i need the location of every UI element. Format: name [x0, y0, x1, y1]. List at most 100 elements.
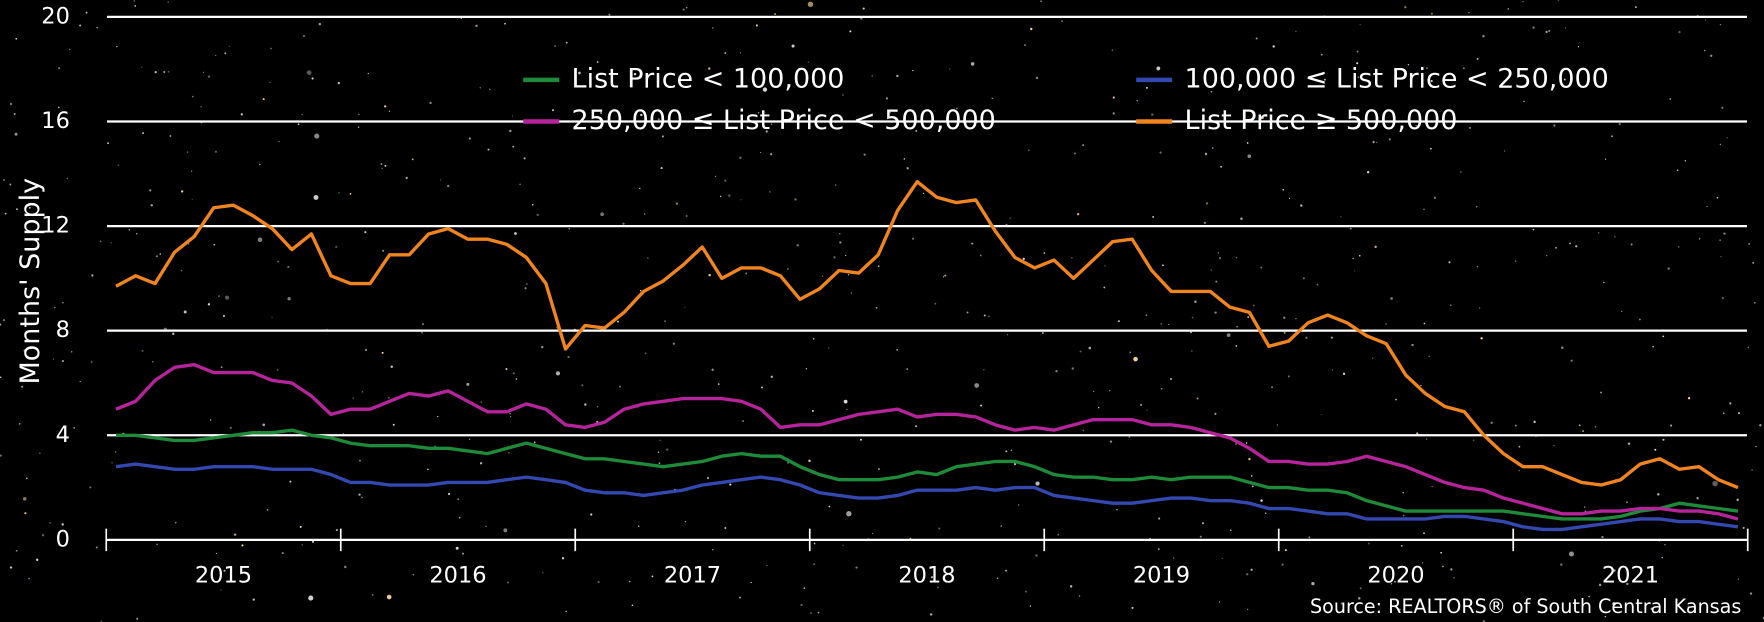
star: [822, 276, 823, 277]
star: [1295, 318, 1296, 319]
star: [218, 295, 220, 297]
star: [440, 179, 441, 180]
star: [1546, 255, 1547, 256]
star: [1057, 534, 1059, 536]
star: [1113, 97, 1115, 99]
star: [774, 13, 776, 15]
star: [462, 553, 464, 555]
star: [1061, 20, 1062, 21]
star: [26, 477, 28, 479]
star: [96, 27, 97, 28]
star: [842, 94, 843, 95]
star: [739, 597, 741, 599]
star: [915, 425, 917, 427]
star: [91, 274, 93, 276]
star: [806, 368, 807, 369]
star: [567, 356, 569, 358]
star: [912, 70, 913, 71]
star: [221, 366, 223, 368]
star: [287, 297, 290, 300]
star: [1738, 578, 1739, 579]
star: [971, 62, 975, 66]
star: [878, 468, 880, 470]
star: [508, 452, 510, 454]
star: [1260, 499, 1262, 501]
star: [1285, 549, 1287, 551]
star: [62, 360, 64, 362]
star: [652, 575, 654, 577]
star: [1303, 277, 1305, 279]
star: [1288, 375, 1290, 377]
star: [1129, 351, 1131, 353]
star: [1300, 204, 1302, 206]
star: [461, 18, 462, 19]
star: [1219, 601, 1220, 602]
star: [1162, 264, 1164, 266]
star: [1218, 252, 1219, 253]
star: [159, 253, 161, 255]
star: [136, 618, 138, 620]
star: [562, 557, 564, 559]
star: [71, 351, 72, 352]
star: [997, 578, 998, 579]
star: [387, 595, 392, 600]
star: [229, 46, 230, 47]
star: [1420, 385, 1422, 387]
star: [1595, 426, 1597, 428]
star: [156, 255, 158, 257]
star: [860, 439, 862, 441]
star: [1152, 216, 1154, 218]
star: [1704, 50, 1706, 52]
star: [15, 133, 18, 136]
star: [384, 165, 386, 167]
star: [1272, 45, 1274, 47]
star: [129, 229, 131, 231]
star: [253, 598, 255, 600]
star: [382, 168, 383, 169]
star: [1250, 569, 1252, 571]
star: [319, 23, 321, 25]
star: [750, 582, 751, 583]
star: [1000, 525, 1002, 527]
star: [1104, 265, 1105, 266]
star: [163, 71, 165, 73]
star: [1480, 337, 1482, 339]
star: [504, 23, 506, 25]
star: [1110, 441, 1112, 443]
star: [1450, 304, 1452, 306]
star: [1305, 337, 1307, 339]
star: [512, 146, 514, 148]
star: [684, 307, 685, 308]
star: [1265, 512, 1267, 514]
source-note: Source: REALTORS® of South Central Kansa…: [1310, 595, 1741, 618]
star: [1504, 150, 1505, 151]
star: [1453, 577, 1454, 578]
star: [1614, 236, 1615, 237]
star: [1011, 450, 1012, 451]
star: [814, 543, 816, 545]
star: [262, 423, 265, 426]
star: [287, 266, 289, 268]
star: [481, 402, 482, 403]
star: [301, 114, 302, 115]
star: [1205, 153, 1207, 155]
star: [980, 255, 982, 257]
star: [519, 184, 520, 185]
star: [391, 366, 393, 368]
star: [1214, 413, 1216, 415]
star: [944, 275, 946, 277]
star: [629, 581, 631, 583]
star: [804, 587, 806, 589]
star: [469, 138, 471, 140]
star: [808, 460, 810, 462]
star: [1639, 319, 1641, 321]
star: [980, 404, 982, 406]
star: [1685, 160, 1686, 161]
star: [1151, 113, 1153, 115]
star: [1729, 402, 1731, 404]
star: [406, 177, 408, 179]
star: [1156, 67, 1160, 71]
star: [1222, 558, 1223, 559]
star: [949, 69, 950, 70]
star: [505, 368, 507, 370]
